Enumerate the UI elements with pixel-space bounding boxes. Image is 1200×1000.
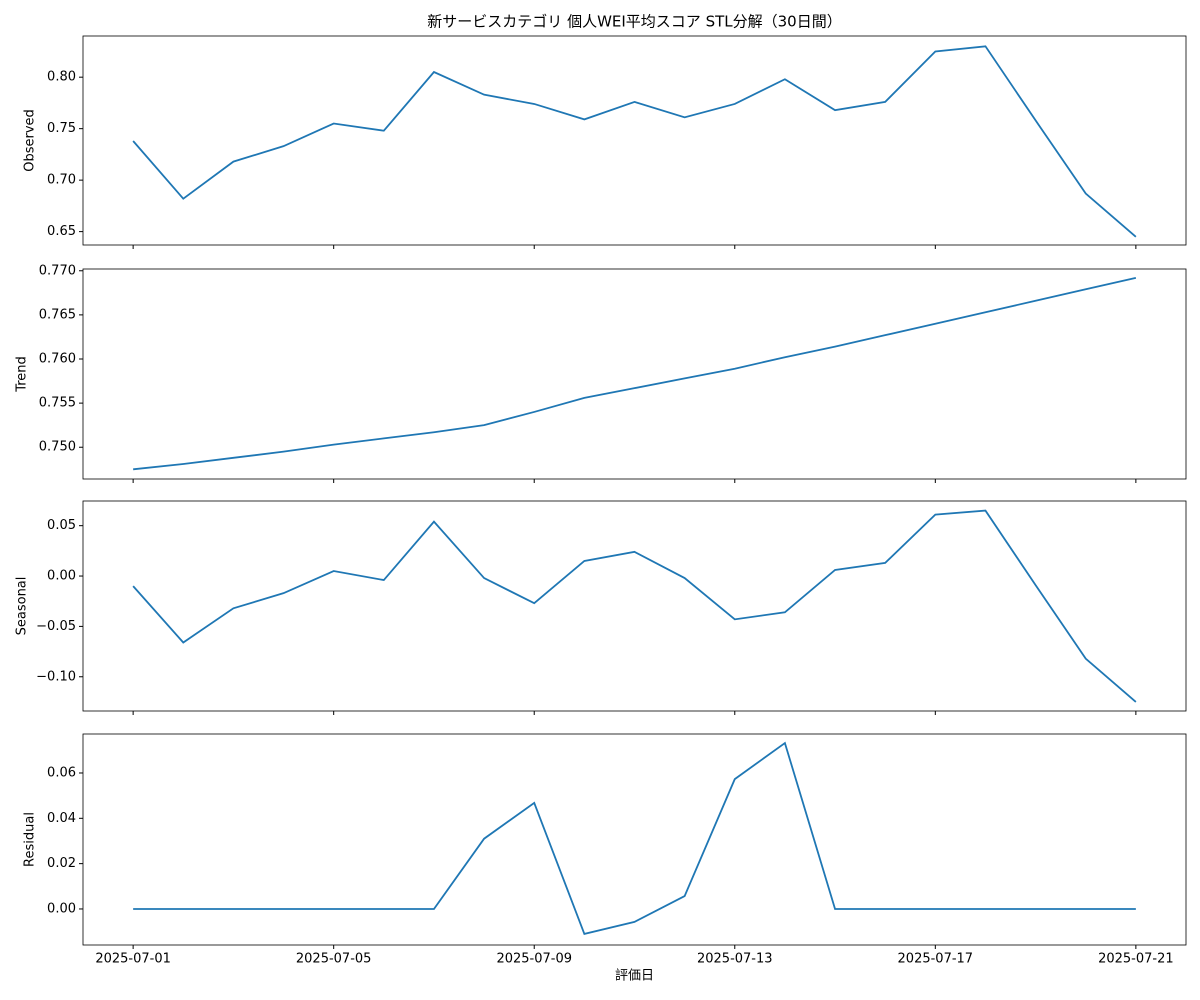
plot-frame (82, 268, 1187, 480)
x-tick-label: 2025-07-01 (95, 952, 171, 967)
y-tick-label: 0.760 (39, 352, 76, 367)
line-series (132, 509, 1137, 703)
line-series (133, 276, 1137, 471)
y-axis-label: Seasonal (15, 577, 30, 636)
x-tick-label: 2025-07-13 (697, 952, 773, 967)
y-tick-label: 0.75 (47, 121, 76, 136)
y-tick-label: 0.765 (39, 307, 76, 322)
x-tick-label: 2025-07-05 (296, 952, 372, 967)
line-series (132, 45, 1137, 238)
y-tick-label: 0.00 (47, 901, 76, 916)
y-axis-label: Observed (23, 109, 38, 172)
y-tick-label: 0.06 (47, 765, 76, 780)
y-tick-label: 0.02 (47, 856, 76, 871)
plot-frame (82, 35, 1187, 246)
y-tick-label: 0.05 (47, 518, 76, 533)
y-tick-label: 0.755 (39, 396, 76, 411)
x-tick-label: 2025-07-09 (496, 952, 572, 967)
chart-title: 新サービスカテゴリ 個人WEI平均スコア STL分解（30日間） (427, 13, 841, 31)
y-tick-label: 0.770 (39, 263, 76, 278)
y-tick-label: 0.00 (47, 569, 76, 584)
y-axis-label: Trend (15, 356, 30, 393)
y-tick-label: −0.05 (36, 619, 76, 634)
x-axis-label: 評価日 (615, 969, 654, 984)
plot-frame (82, 500, 1187, 712)
y-tick-label: 0.04 (47, 811, 76, 826)
y-axis-label: Residual (23, 812, 38, 867)
y-tick-label: 0.70 (47, 173, 76, 188)
y-tick-label: −0.10 (36, 669, 76, 684)
plot-frame (82, 733, 1187, 946)
x-tick-label: 2025-07-17 (898, 952, 974, 967)
y-tick-label: 0.65 (47, 224, 76, 239)
y-tick-label: 0.80 (47, 70, 76, 85)
y-tick-label: 0.750 (39, 440, 76, 455)
line-series (133, 741, 1136, 935)
x-tick-label: 2025-07-21 (1098, 952, 1174, 967)
